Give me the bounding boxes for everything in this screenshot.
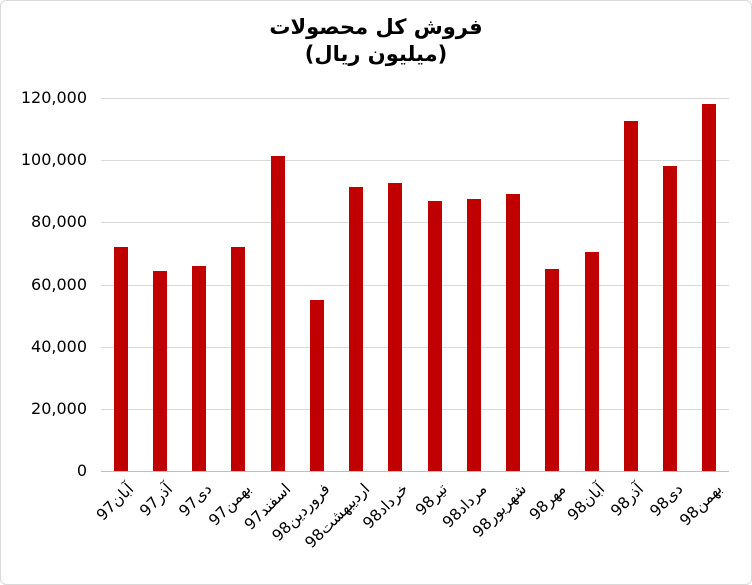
bar-آبان98: [584, 251, 599, 471]
bar-بهمن97: [231, 247, 246, 471]
bar-slot: [494, 98, 533, 471]
y-tick-label: 60,000: [31, 274, 87, 294]
y-tick-label: 120,000: [20, 88, 87, 107]
x-tick-label: آبان98: [564, 480, 609, 525]
y-tick-label: 40,000: [31, 336, 87, 356]
x-tick-label: بهمن98: [676, 480, 727, 530]
gridlines: [101, 98, 729, 471]
gridline: [101, 222, 729, 224]
bar-slot: [258, 98, 297, 471]
bar-اردیبهشت98: [349, 186, 364, 471]
gridline: [101, 284, 729, 286]
bar-slot: [140, 98, 179, 471]
y-axis-labels: 0 20,000 40,000 60,000 80,000 100,000 120,000: [1, 1, 87, 584]
bar-slot: [572, 98, 611, 471]
bar-فروردین98: [309, 300, 324, 471]
y-tick-label: 100,000: [20, 150, 87, 170]
gridline: [101, 408, 729, 410]
bar-اسفند97: [270, 155, 285, 471]
bar-slot: [337, 98, 376, 471]
bar-slot: [651, 98, 690, 471]
plot-area: [101, 98, 729, 472]
x-tick-label: مهر98: [525, 480, 570, 524]
x-tick-label: آذر98: [607, 480, 648, 520]
chart-title: فروش کل محصولات (میلیون ریال): [1, 14, 751, 68]
bar-شهریور98: [506, 194, 521, 471]
bar-slot: [533, 98, 572, 471]
bar-دی97: [192, 265, 207, 471]
y-tick-label: 20,000: [31, 398, 87, 418]
bar-slot: [611, 98, 650, 471]
bar-slot: [376, 98, 415, 471]
x-axis-labels: آبان97 آذر97 دی97 بهمن97 اسفند97 فروردین98 ارد…: [93, 472, 729, 582]
bar-series: [101, 98, 729, 471]
chart-title-line-2: (میلیون ریال): [304, 42, 448, 66]
gridline: [101, 160, 729, 162]
y-tick-label: 80,000: [31, 212, 87, 232]
x-tick-label: آبان97: [93, 480, 138, 525]
bar-slot: [297, 98, 336, 471]
gridline: [101, 346, 729, 348]
bar-slot: [219, 98, 258, 471]
bar-بهمن98: [702, 104, 717, 471]
bar-دی98: [663, 166, 678, 471]
bar-slot: [101, 98, 140, 471]
bar-مرداد98: [466, 199, 481, 471]
bar-slot: [180, 98, 219, 471]
x-tick-label: آذر97: [136, 480, 177, 520]
bar-slot: [454, 98, 493, 471]
bar-آبان97: [113, 247, 128, 471]
y-tick-label: 0: [76, 461, 87, 480]
chart-title-line-1: فروش کل محصولات: [269, 15, 483, 39]
bar-آذر98: [623, 121, 638, 471]
gridline: [101, 98, 729, 99]
bar-slot: [690, 98, 729, 471]
bar-تیر98: [427, 200, 442, 471]
bar-خرداد98: [388, 183, 403, 471]
bar-آذر97: [152, 270, 167, 471]
bar-مهر98: [545, 268, 560, 471]
bar-slot: [415, 98, 454, 471]
